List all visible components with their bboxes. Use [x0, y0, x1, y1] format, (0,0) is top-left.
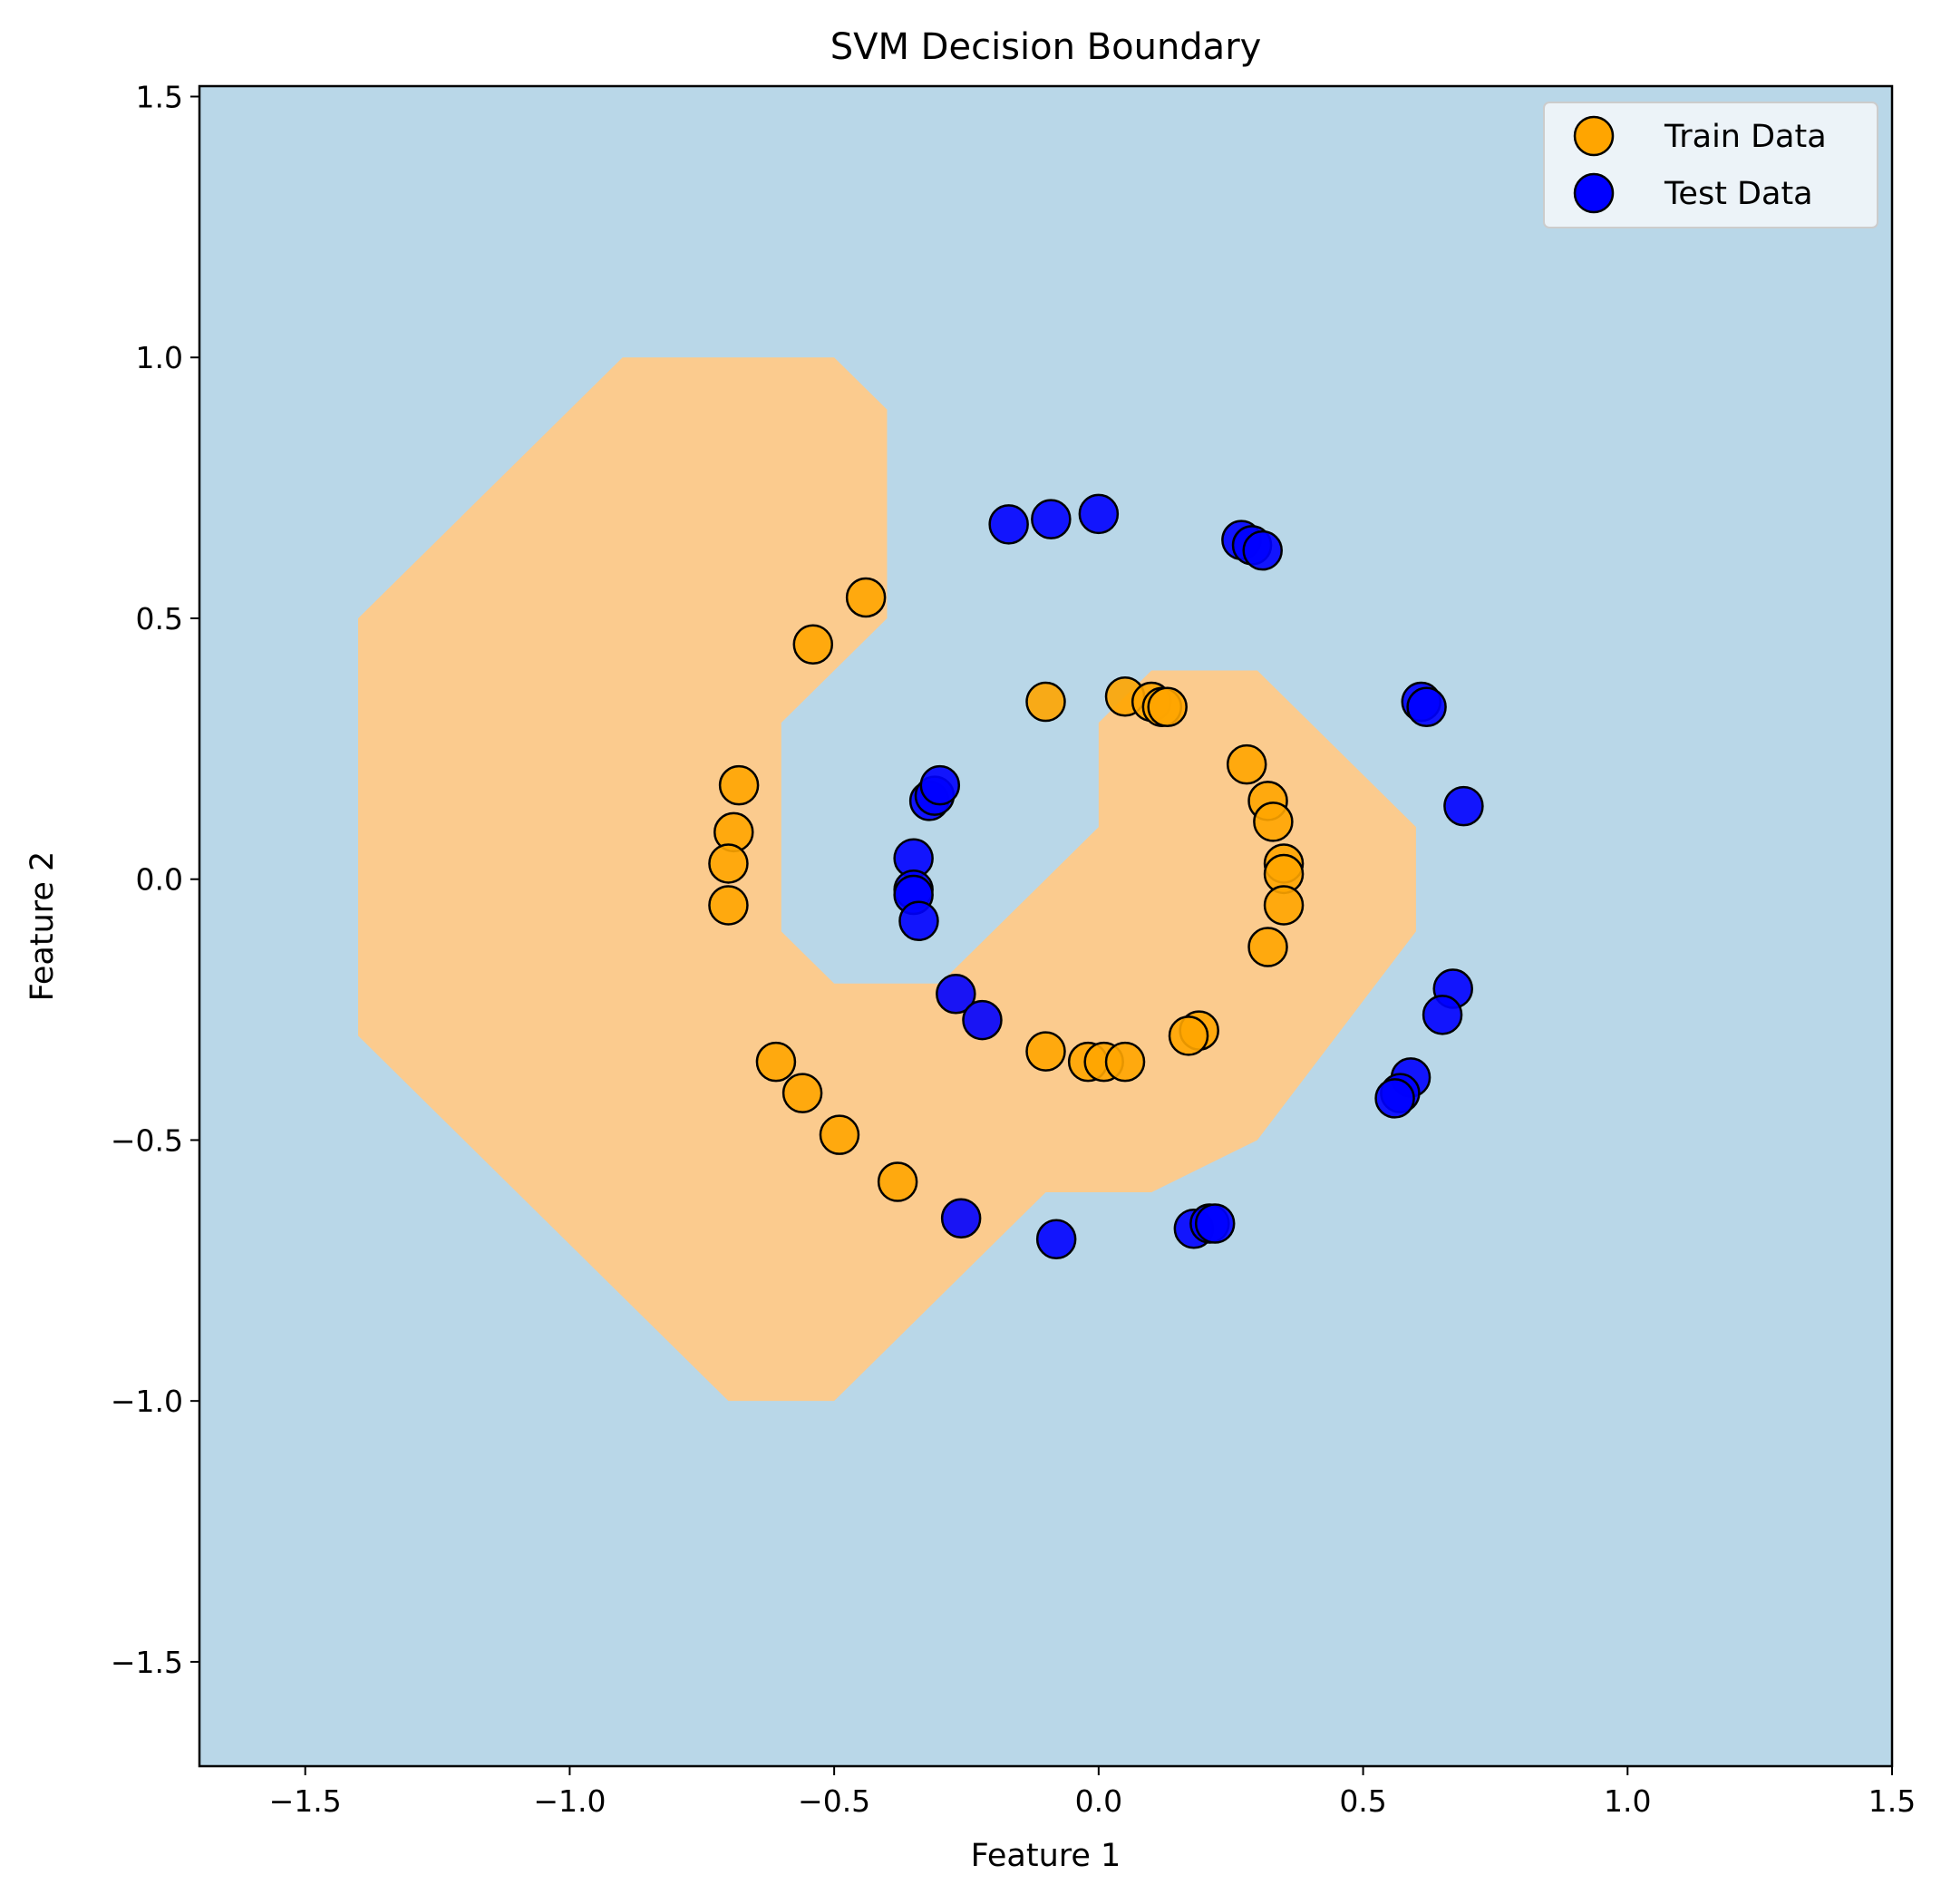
- train-point-7: [781, 1073, 823, 1113]
- train-point-4: [708, 843, 749, 884]
- test-point-24: [1035, 1219, 1077, 1260]
- y-axis-label: Feature 2: [24, 851, 61, 1002]
- legend-box: [1543, 102, 1878, 228]
- legend-marker-train: [1573, 115, 1615, 157]
- test-point-8: [1443, 785, 1484, 827]
- train-point-1: [792, 624, 834, 665]
- test-point-17: [962, 999, 1003, 1041]
- legend: Train Data Test Data: [1543, 102, 1878, 228]
- train-point-9: [877, 1161, 918, 1202]
- y-tick-label: 0.0: [136, 862, 183, 898]
- train-point-10: [1025, 681, 1066, 723]
- y-tick-label: −0.5: [111, 1122, 183, 1158]
- chart-title: SVM Decision Boundary: [830, 26, 1262, 68]
- y-tick-label: −1.0: [111, 1384, 183, 1419]
- train-point-21: [1247, 927, 1288, 967]
- train-point-5: [708, 885, 749, 926]
- legend-label-test: Test Data: [1664, 176, 1813, 212]
- y-axis-ticks: −1.5 −1.0 −0.5 0.0 0.5 1.0 1.5: [111, 80, 199, 1680]
- x-tick-label: −0.5: [798, 1783, 870, 1819]
- test-point-5: [1242, 529, 1283, 571]
- scatter-points: [708, 493, 1484, 1260]
- test-point-0: [988, 504, 1029, 545]
- y-tick-label: 0.5: [136, 601, 183, 636]
- train-point-8: [819, 1114, 860, 1155]
- test-point-22: [1374, 1078, 1415, 1119]
- x-tick-label: 1.0: [1604, 1783, 1651, 1819]
- legend-label-train: Train Data: [1664, 119, 1827, 155]
- test-point-15: [898, 900, 939, 941]
- train-point-15: [1226, 743, 1267, 785]
- test-point-16: [936, 974, 976, 1015]
- test-point-7: [1406, 686, 1447, 728]
- y-tick-label: −1.5: [111, 1645, 183, 1680]
- train-point-20: [1263, 885, 1305, 926]
- test-point-19: [1422, 995, 1463, 1035]
- train-point-2: [718, 764, 760, 806]
- test-point-11: [919, 764, 961, 806]
- x-tick-label: 1.5: [1868, 1783, 1916, 1819]
- train-point-0: [845, 577, 887, 618]
- y-tick-label: 1.5: [136, 80, 183, 115]
- x-tick-label: 0.5: [1339, 1783, 1386, 1819]
- train-point-6: [755, 1041, 797, 1083]
- decision-region-train: [358, 357, 1416, 1402]
- x-axis-ticks: −1.5 −1.0 −0.5 0.0 0.5 1.0 1.5: [269, 1766, 1916, 1819]
- x-axis-label: Feature 1: [971, 1838, 1121, 1874]
- x-tick-label: 0.0: [1075, 1783, 1122, 1819]
- train-point-27: [1104, 1041, 1146, 1083]
- test-point-1: [1031, 499, 1072, 539]
- legend-marker-test: [1573, 172, 1615, 214]
- x-tick-label: −1.0: [533, 1783, 606, 1819]
- test-point-27: [1194, 1203, 1236, 1244]
- plot-area: [199, 86, 1892, 1766]
- test-point-2: [1078, 493, 1120, 535]
- axes-frame: [198, 84, 1894, 1768]
- train-point-24: [1025, 1031, 1066, 1072]
- train-point-17: [1253, 801, 1294, 842]
- test-point-23: [940, 1198, 982, 1239]
- y-tick-label: 1.0: [136, 340, 183, 375]
- train-point-14: [1147, 686, 1188, 728]
- x-tick-label: −1.5: [269, 1783, 342, 1819]
- train-point-23: [1168, 1015, 1209, 1056]
